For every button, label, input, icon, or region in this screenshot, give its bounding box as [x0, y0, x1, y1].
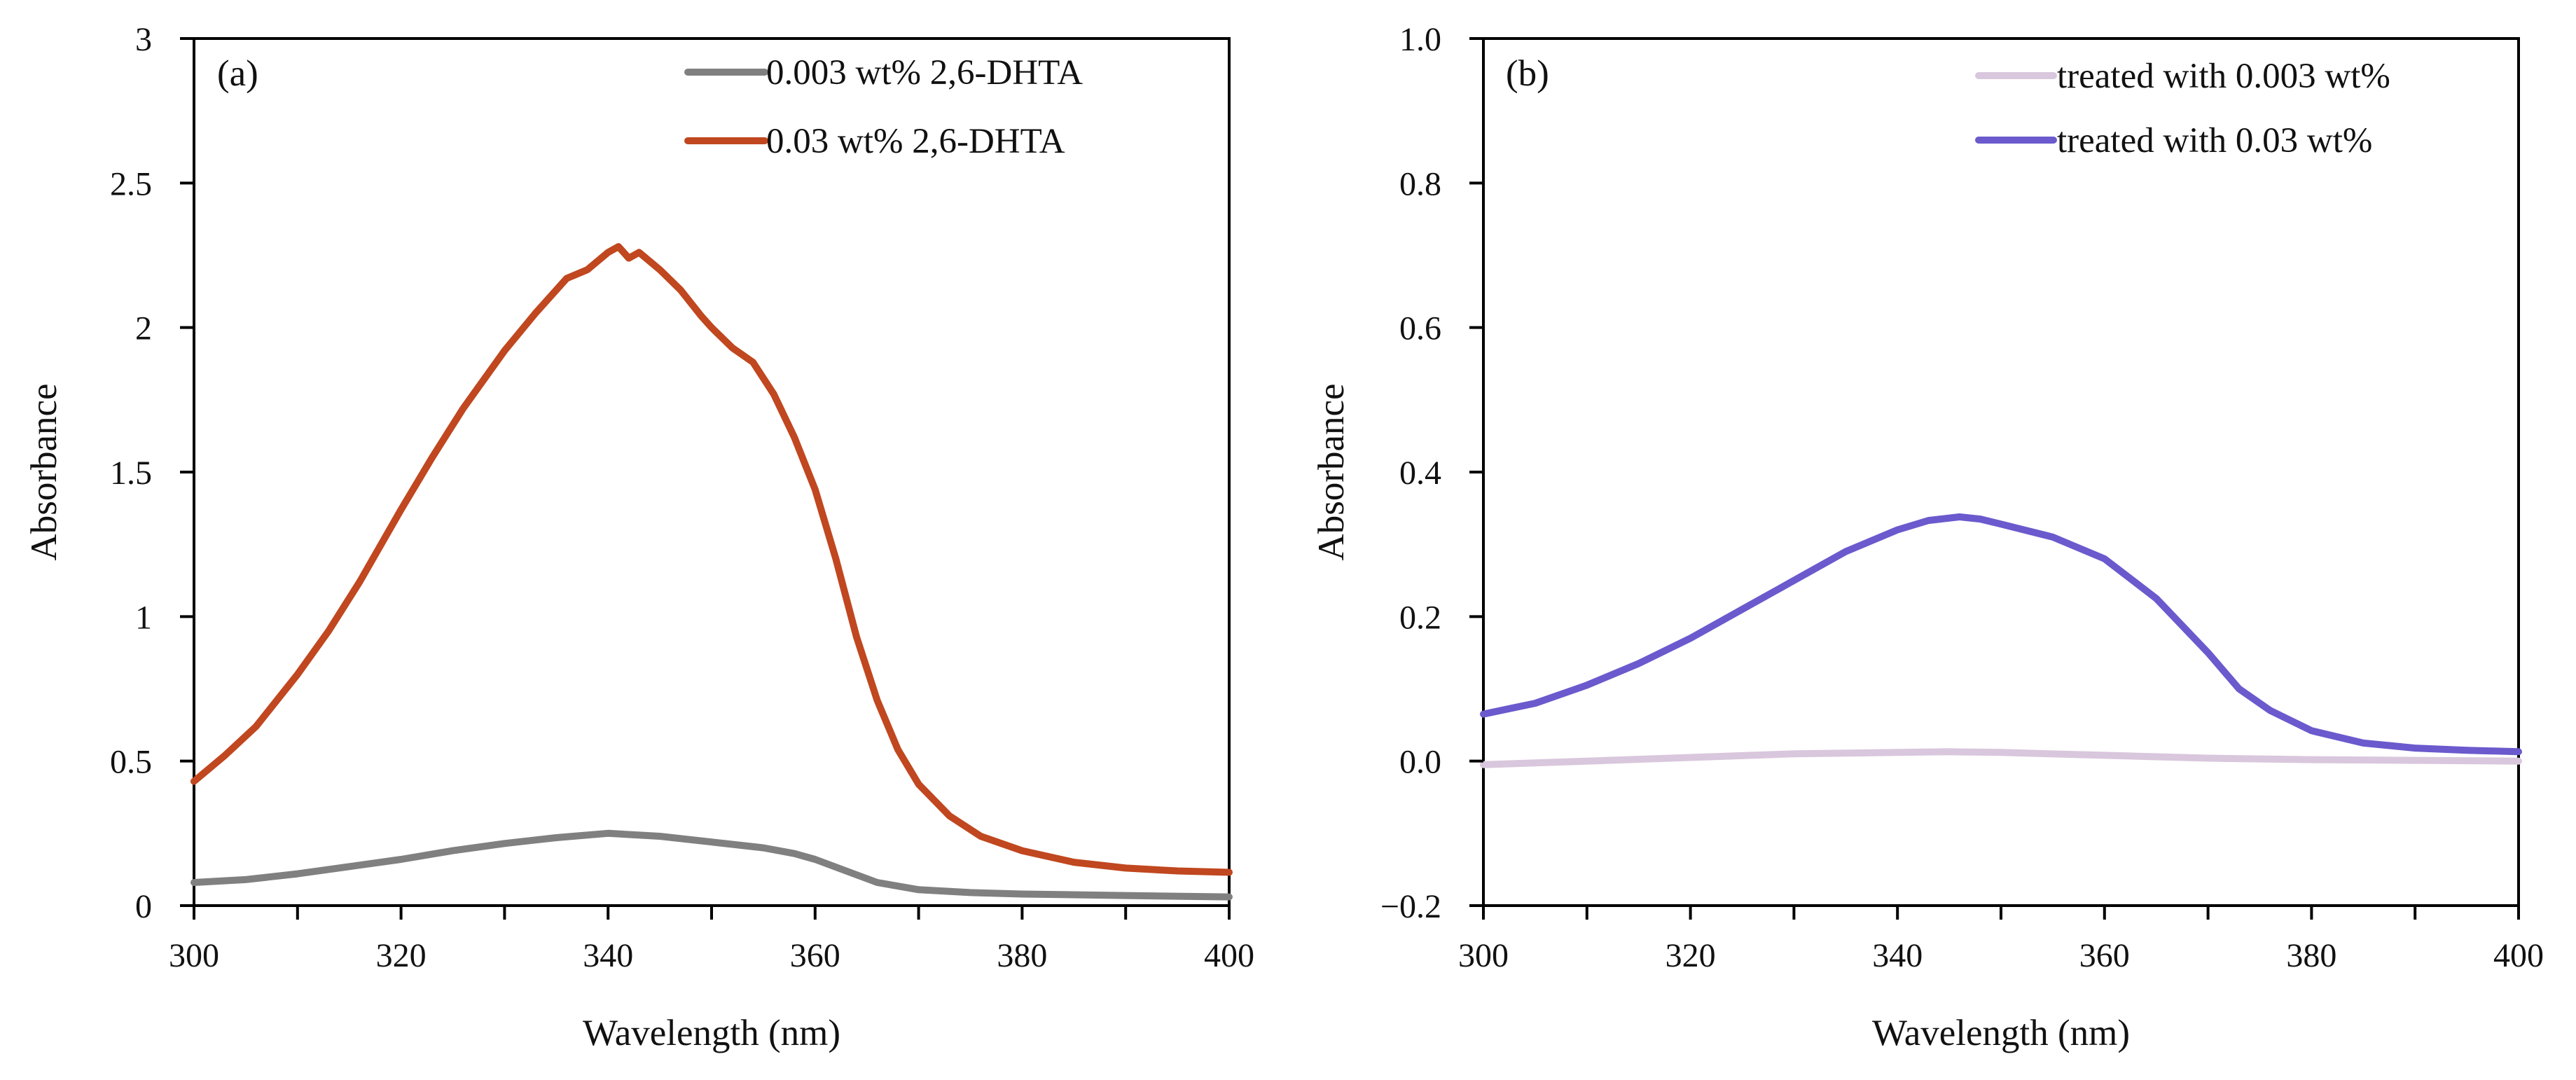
panel-b-series-layer [1480, 513, 2522, 768]
panel-b-legend-label-1: treated with 0.003 wt% [2057, 57, 2390, 96]
panel-a-ticks-layer: 300 320 340 360 380 400 0 0.5 1 1.5 2 2.5 3 [110, 21, 1254, 974]
panel-b: 300 320 340 360 380 400 −0.2 0.0 0.2 0.4 0.6 0.8 1.0… [1311, 21, 2544, 1053]
panel-b-y-axis-title: Absorbance [1311, 383, 1352, 560]
panel-a-y-tick-label-4: 2 [135, 310, 152, 347]
panel-b-x-tick-label-5: 400 [2493, 937, 2544, 974]
panel-a-x-tick-label-5: 400 [1204, 937, 1254, 974]
panel-b-y-tick-label-5: 0.8 [1399, 165, 1441, 202]
panel-b-y-tick-label-1: 0.0 [1399, 744, 1441, 781]
panel-a-y-tick-label-0: 0 [135, 888, 152, 925]
panel-b-y-tick-label-0: −0.2 [1380, 888, 1441, 925]
panel-b-x-tick-label-4: 380 [2286, 937, 2336, 974]
panel-b-ticks-layer: 300 320 340 360 380 400 −0.2 0.0 0.2 0.4 0.6 0.8 1.0 [1380, 21, 2544, 974]
panel-b-legend: treated with 0.003 wt% treated with 0.03… [1975, 57, 2390, 160]
panel-a-y-tick-label-5: 2.5 [110, 165, 152, 202]
panel-b-series-2-line [1480, 513, 2522, 756]
panel-a-y-tick-label-1: 0.5 [110, 744, 152, 781]
panel-b-y-tick-label-2: 0.2 [1399, 599, 1441, 636]
panel-a-series-2-line [191, 243, 1233, 876]
panel-a-series-layer [191, 243, 1233, 901]
panel-a-label: (a) [217, 53, 258, 94]
panel-a-y-tick-label-6: 3 [135, 21, 152, 58]
panel-a-y-axis-title: Absorbance [24, 383, 64, 560]
panel-a-y-tick-label-2: 1 [135, 599, 152, 636]
panel-b-plot-frame [1482, 37, 2520, 907]
panel-a-legend-label-1: 0.003 wt% 2,6-DHTA [766, 53, 1083, 92]
panel-b-x-tick-label-0: 300 [1458, 937, 1509, 974]
panel-a-series-1-line [191, 829, 1233, 901]
panel-b-series-1-line [1480, 748, 2522, 768]
panel-b-x-tick-label-3: 360 [2079, 937, 2130, 974]
panel-a-x-tick-label-2: 340 [583, 937, 633, 974]
panel-a-y-tick-label-3: 1.5 [110, 455, 152, 492]
panel-b-y-tick-label-6: 1.0 [1399, 21, 1441, 58]
panel-b-x-axis-title: Wavelength (nm) [1872, 1013, 2130, 1053]
panel-a-plot-frame [193, 37, 1231, 907]
panel-a-x-tick-label-0: 300 [169, 937, 219, 974]
panel-a-x-tick-label-3: 360 [790, 937, 840, 974]
panel-a-legend: 0.003 wt% 2,6-DHTA 0.03 wt% 2,6-DHTA [684, 53, 1083, 161]
panel-b-x-tick-label-2: 340 [1872, 937, 1923, 974]
panel-b-x-tick-label-1: 320 [1666, 937, 1716, 974]
panel-b-label: (b) [1506, 53, 1549, 94]
panel-a-x-axis-title: Wavelength (nm) [583, 1013, 840, 1053]
panel-a: 300 320 340 360 380 400 0 0.5 1 1.5 2 2.5 3 (a) Wave… [24, 21, 1254, 1053]
panel-b-y-tick-label-4: 0.6 [1399, 310, 1441, 347]
panel-b-y-tick-label-3: 0.4 [1399, 455, 1441, 492]
panel-a-x-tick-label-4: 380 [997, 937, 1047, 974]
panel-b-legend-label-2: treated with 0.03 wt% [2057, 121, 2372, 160]
panel-a-legend-label-2: 0.03 wt% 2,6-DHTA [766, 122, 1065, 161]
panel-a-x-tick-label-1: 320 [376, 937, 427, 974]
